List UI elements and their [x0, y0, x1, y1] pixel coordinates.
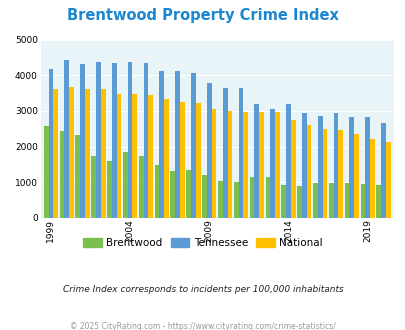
Bar: [375, 185, 380, 218]
Bar: [128, 62, 132, 218]
Bar: [306, 125, 311, 218]
Bar: [44, 126, 49, 218]
Bar: [112, 63, 116, 218]
Bar: [170, 172, 175, 218]
Bar: [243, 112, 247, 218]
Bar: [179, 102, 184, 218]
Bar: [328, 183, 333, 218]
Bar: [333, 113, 337, 218]
Bar: [322, 129, 326, 218]
Bar: [211, 109, 216, 218]
Bar: [360, 184, 364, 218]
Bar: [91, 156, 96, 218]
Bar: [159, 71, 164, 218]
Bar: [164, 99, 168, 218]
Bar: [369, 139, 374, 218]
Bar: [265, 177, 270, 218]
Bar: [207, 83, 211, 218]
Bar: [317, 115, 322, 218]
Bar: [353, 134, 358, 218]
Bar: [139, 156, 143, 218]
Bar: [217, 181, 222, 218]
Bar: [281, 185, 286, 218]
Bar: [270, 109, 274, 218]
Bar: [53, 89, 58, 218]
Bar: [96, 62, 100, 218]
Bar: [123, 152, 128, 218]
Bar: [238, 88, 243, 218]
Bar: [175, 71, 179, 218]
Legend: Brentwood, Tennessee, National: Brentwood, Tennessee, National: [79, 234, 326, 252]
Bar: [286, 105, 290, 218]
Bar: [233, 182, 238, 218]
Bar: [296, 186, 301, 218]
Bar: [85, 89, 90, 218]
Bar: [254, 105, 258, 218]
Bar: [69, 87, 74, 218]
Bar: [100, 89, 105, 218]
Bar: [227, 111, 232, 218]
Bar: [107, 161, 112, 218]
Bar: [143, 63, 148, 218]
Bar: [274, 112, 279, 218]
Bar: [148, 95, 153, 218]
Bar: [337, 130, 342, 218]
Bar: [116, 94, 121, 218]
Bar: [364, 117, 369, 218]
Text: Brentwood Property Crime Index: Brentwood Property Crime Index: [67, 8, 338, 23]
Bar: [258, 112, 263, 218]
Bar: [344, 183, 349, 218]
Bar: [380, 123, 385, 218]
Bar: [349, 116, 353, 218]
Bar: [290, 120, 295, 218]
Bar: [312, 183, 317, 218]
Bar: [75, 135, 80, 218]
Bar: [64, 60, 69, 218]
Bar: [191, 73, 195, 218]
Bar: [222, 88, 227, 218]
Bar: [154, 165, 159, 218]
Bar: [80, 64, 85, 218]
Bar: [60, 131, 64, 218]
Bar: [195, 103, 200, 218]
Bar: [301, 114, 306, 218]
Bar: [202, 175, 207, 218]
Text: Crime Index corresponds to incidents per 100,000 inhabitants: Crime Index corresponds to incidents per…: [62, 285, 343, 294]
Bar: [132, 94, 137, 218]
Bar: [249, 177, 254, 218]
Text: © 2025 CityRating.com - https://www.cityrating.com/crime-statistics/: © 2025 CityRating.com - https://www.city…: [70, 322, 335, 330]
Bar: [49, 69, 53, 218]
Bar: [385, 142, 390, 218]
Bar: [186, 170, 191, 218]
